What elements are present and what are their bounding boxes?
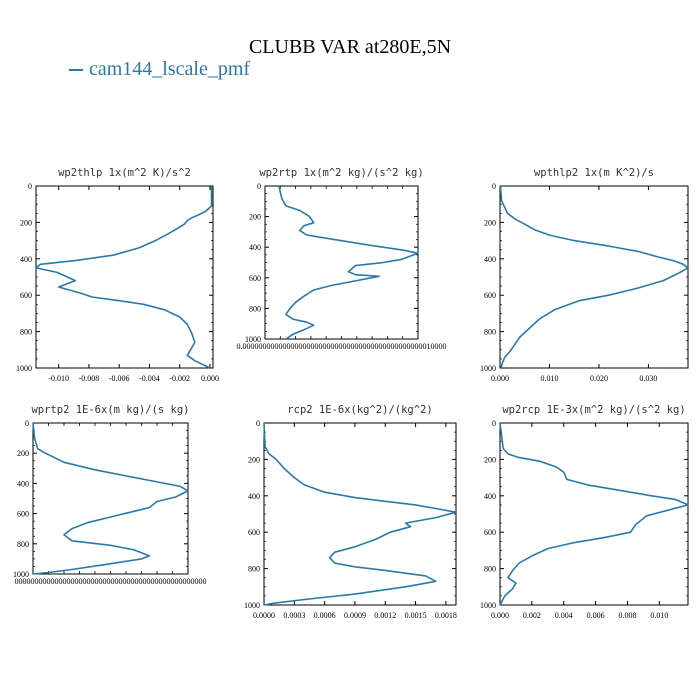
- y-tick-label: 0: [256, 419, 260, 428]
- chart-title: wp2rcp 1E-3x(m^2 kg)/(s^2 kg): [502, 404, 685, 416]
- page-title: CLUBB VAR at280E,5N: [248, 36, 452, 58]
- y-tick-label: 400: [484, 255, 496, 264]
- y-tick-label: 400: [249, 243, 261, 252]
- plot-frame: [263, 422, 457, 606]
- x-tick-label: -0.002: [169, 374, 190, 383]
- y-tick-label: 600: [484, 291, 496, 300]
- x-tick-label: -0.006: [109, 374, 130, 383]
- x-tick-label: 0.002: [523, 611, 541, 620]
- x-axis-tick-labels-overlapped: 0.00000000000000000000000000000000000000…: [237, 342, 447, 351]
- x-tick-label: 0.0015: [405, 611, 427, 620]
- x-tick-label: 0.004: [555, 611, 573, 620]
- y-tick-label: 600: [20, 291, 32, 300]
- series-line: [499, 422, 689, 606]
- legend-label: cam144_lscale_pmf: [89, 58, 251, 80]
- x-tick-label: 0.006: [587, 611, 605, 620]
- legend: cam144_lscale_pmf: [69, 58, 250, 81]
- series-line: [263, 422, 457, 606]
- y-tick-label: 600: [248, 528, 260, 537]
- x-tick-label: 0.0003: [283, 611, 305, 620]
- chart-title: rcp2 1E-6x(kg^2)/(kg^2): [287, 404, 432, 416]
- x-tick-label: 0.0012: [374, 611, 396, 620]
- x-tick-label: -0.004: [139, 374, 160, 383]
- x-tick-label: 0.0000: [253, 611, 275, 620]
- x-tick-label: 0.030: [639, 374, 657, 383]
- legend-line-swatch: [69, 69, 83, 72]
- y-tick-label: 200: [484, 218, 496, 227]
- y-tick-label: 1000: [245, 335, 261, 344]
- chart-title: wprtp2 1E-6x(m kg)/(s kg): [31, 404, 189, 416]
- plot-frame: [499, 422, 689, 606]
- y-tick-label: 1000: [244, 601, 260, 610]
- y-tick-label: 800: [484, 328, 496, 337]
- chart-title: wpthlp2 1x(m K^2)/s: [534, 167, 654, 179]
- chart-panel-3: wpthlp2 1x(m K^2)/s 0 200 400 600 800 10000.00…: [480, 167, 689, 383]
- plot-frame: [499, 185, 689, 369]
- series-line: [278, 185, 419, 340]
- plot-frame: [32, 422, 189, 575]
- y-tick-label: 600: [17, 510, 29, 519]
- plot-frame: [35, 185, 214, 369]
- y-tick-label: 0: [25, 419, 29, 428]
- y-tick-label: 600: [249, 274, 261, 283]
- x-tick-label: 0.010: [650, 611, 668, 620]
- y-tick-label: 800: [249, 304, 261, 313]
- x-tick-label: -0.010: [48, 374, 69, 383]
- y-tick-label: 0: [492, 419, 496, 428]
- x-tick-label: 0.000: [491, 611, 509, 620]
- x-axis-tick-labels-overlapped: 0000000000000000000000000000000000000000…: [15, 577, 207, 586]
- y-tick-label: 800: [484, 565, 496, 574]
- y-tick-label: 400: [248, 492, 260, 501]
- y-tick-label: 400: [17, 479, 29, 488]
- y-tick-label: 1000: [480, 601, 496, 610]
- x-tick-label: 0.0018: [435, 611, 457, 620]
- y-tick-label: 800: [20, 328, 32, 337]
- y-tick-label: 600: [484, 528, 496, 537]
- chart-panel-5: rcp2 1E-6x(kg^2)/(kg^2) 0 200 400 600 800 1000…: [244, 404, 457, 620]
- chart-title: wp2thlp 1x(m^2 K)/s^2: [58, 167, 191, 179]
- x-tick-label: -0.008: [79, 374, 100, 383]
- y-tick-label: 800: [248, 565, 260, 574]
- x-tick-label: 0.0006: [314, 611, 336, 620]
- x-tick-label: 0.000: [491, 374, 509, 383]
- y-tick-label: 1000: [480, 364, 496, 373]
- chart-panel-6: wp2rcp 1E-3x(m^2 kg)/(s^2 kg) 0 200 400 600 8…: [480, 404, 689, 620]
- y-tick-label: 0: [257, 182, 261, 191]
- y-tick-label: 200: [17, 449, 29, 458]
- y-tick-label: 200: [248, 455, 260, 464]
- y-tick-label: 0: [492, 182, 496, 191]
- x-tick-label: 0.020: [590, 374, 608, 383]
- y-tick-label: 0: [28, 182, 32, 191]
- series-line: [35, 186, 213, 369]
- series-line: [499, 185, 689, 369]
- y-tick-label: 200: [484, 455, 496, 464]
- chart-panel-1: wp2thlp 1x(m^2 K)/s^2 0 200 400 600 800 1000 -0…: [16, 167, 219, 383]
- y-tick-label: 800: [17, 540, 29, 549]
- x-tick-label: 0.010: [540, 374, 558, 383]
- chart-panel-2: wp2rtp 1x(m^2 kg)/(s^2 kg) 0 200 400 600 800 1…: [237, 167, 447, 351]
- x-tick-label: 0.000: [201, 374, 219, 383]
- x-tick-label: 0.008: [618, 611, 636, 620]
- series-line: [32, 422, 189, 575]
- chart-title: wp2rtp 1x(m^2 kg)/(s^2 kg): [259, 167, 423, 179]
- y-tick-label: 200: [249, 213, 261, 222]
- y-tick-label: 200: [20, 218, 32, 227]
- y-tick-label: 400: [20, 255, 32, 264]
- chart-panel-4: wprtp2 1E-6x(m kg)/(s kg)0 200 400 600 800 10…: [13, 404, 207, 586]
- y-tick-label: 1000: [16, 364, 32, 373]
- x-tick-label: 0.0009: [344, 611, 366, 620]
- y-tick-label: 400: [484, 492, 496, 501]
- y-tick-label: 1000: [13, 570, 29, 579]
